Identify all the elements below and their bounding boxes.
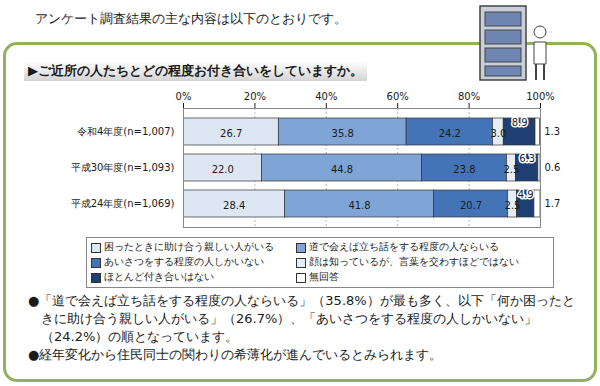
svg-text:2.5: 2.5: [505, 200, 521, 211]
html-text:道で会えば立ち話をする程度の人ならいる: 道で会えば立ち話をする程度の人ならいる: [309, 241, 499, 252]
html-text:あいさつをする程度の人しかいない: あいさつをする程度の人しかいない: [104, 256, 264, 267]
svg-text:0.6: 0.6: [545, 162, 561, 173]
html-text:▶ご近所の人たちとどの程度お付き合いをしていますか。: ▶ご近所の人たちとどの程度お付き合いをしていますか。: [28, 63, 363, 78]
svg-text:1.7: 1.7: [545, 198, 561, 209]
svg-text:2.5: 2.5: [503, 164, 519, 175]
svg-text:20.7: 20.7: [460, 200, 482, 211]
svg-text:60%: 60%: [387, 91, 409, 102]
svg-text:0%: 0%: [176, 91, 192, 102]
svg-text:100%: 100%: [526, 91, 555, 102]
html-text:ほとんど付き合いはない: ほとんど付き合いはない: [104, 271, 214, 282]
html-text:困ったときに助け合う親しい人がいる: 困ったときに助け合う親しい人がいる: [104, 241, 274, 252]
svg-text:41.8: 41.8: [348, 200, 370, 211]
svg-text:26.7: 26.7: [220, 128, 242, 139]
svg-text:35.8: 35.8: [332, 128, 354, 139]
svg-text:3.0: 3.0: [490, 128, 506, 139]
svg-text:1.3: 1.3: [544, 126, 560, 137]
svg-text:40%: 40%: [315, 91, 337, 102]
svg-text:22.0: 22.0: [212, 164, 234, 175]
svg-text:28.4: 28.4: [223, 200, 245, 211]
svg-text:8.9: 8.9: [512, 117, 528, 128]
html-text:アンケート調査結果の主な内容は以下のとおりです。: アンケート調査結果の主な内容は以下のとおりです。: [35, 11, 347, 26]
svg-text:平成24年度(n=1,069): 平成24年度(n=1,069): [71, 198, 175, 209]
html-text:●「道で会えば立ち話をする程度の人ならいる」（35.8%）が: ●「道で会えば立ち話をする程度の人ならいる」（35.8%）が最も多く、以下「何か…: [28, 293, 575, 344]
svg-text:23.8: 23.8: [453, 164, 475, 175]
html-text:顔は知っているが、言葉を交わすほどではない: 顔は知っているが、言葉を交わすほどではない: [309, 256, 519, 267]
svg-text:44.8: 44.8: [331, 164, 353, 175]
svg-text:80%: 80%: [458, 91, 480, 102]
svg-text:6.3: 6.3: [519, 153, 535, 164]
svg-text:24.2: 24.2: [439, 128, 461, 139]
html-text:無回答: 無回答: [309, 271, 339, 282]
svg-text:令和4年度(n=1,007): 令和4年度(n=1,007): [77, 126, 175, 137]
svg-text:4.9: 4.9: [518, 189, 534, 200]
svg-text:平成30年度(n=1,093): 平成30年度(n=1,093): [71, 162, 175, 173]
svg-text:20%: 20%: [244, 91, 266, 102]
html-text:●経年変化から住民同士の関わりの希薄化が進んでいるとみられま: ●経年変化から住民同士の関わりの希薄化が進んでいるとみられます。: [28, 347, 443, 362]
